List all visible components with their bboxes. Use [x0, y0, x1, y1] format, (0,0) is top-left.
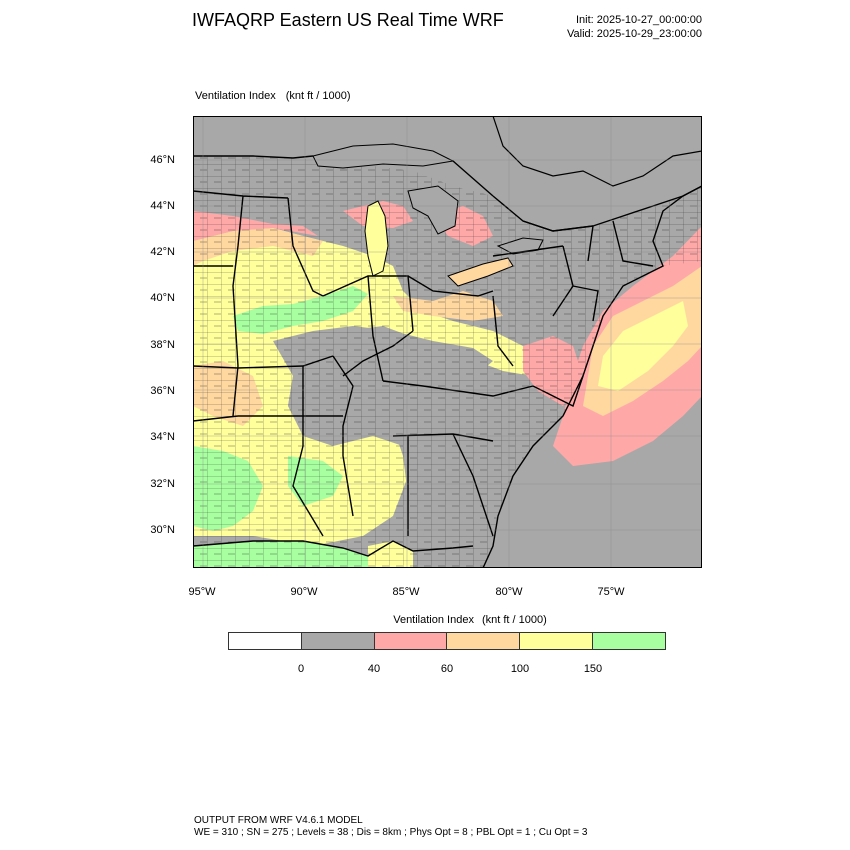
- lat-label-40: 40°N: [150, 292, 175, 304]
- lat-label-42: 42°N: [150, 246, 175, 258]
- colorbar-field-name: Ventilation Index: [393, 614, 474, 626]
- colorbar-segment: [374, 633, 448, 649]
- init-time: Init: 2025-10-27_00:00:00: [576, 14, 702, 26]
- lat-label-46: 46°N: [150, 154, 175, 166]
- lat-label-38: 38°N: [150, 339, 175, 351]
- colorbar: [228, 632, 666, 650]
- lat-label-30: 30°N: [150, 524, 175, 536]
- lon-label-80: 80°W: [495, 586, 523, 598]
- lat-label-36: 36°N: [150, 385, 175, 397]
- colorbar-segment: [447, 633, 521, 649]
- canada-border: [193, 155, 702, 232]
- graticule: [193, 116, 702, 568]
- colorbar-title: Ventilation Index (knt ft / 1000): [280, 614, 660, 626]
- coastline: [193, 185, 702, 568]
- lon-label-85: 85°W: [392, 586, 420, 598]
- colorbar-label-40: 40: [367, 663, 381, 675]
- lake-erie: [447, 257, 514, 287]
- colorbar-label-0: 0: [297, 663, 305, 675]
- state-boundaries: [193, 190, 654, 537]
- plot-field-units: (knt ft / 1000): [285, 90, 351, 102]
- canada-land: [193, 116, 702, 226]
- colorbar-label-100: 100: [510, 663, 530, 675]
- colorbar-segment: [301, 633, 375, 649]
- plot-field-label: Ventilation Index (knt ft / 1000): [195, 90, 351, 102]
- lat-label-32: 32°N: [150, 478, 175, 490]
- colorbar-label-60: 60: [440, 663, 454, 675]
- lat-label-34: 34°N: [150, 431, 175, 443]
- colorbar-segment: [229, 633, 302, 649]
- colorbar-units: (knt ft / 1000): [481, 614, 547, 626]
- lake-huron: [407, 185, 459, 235]
- lat-label-44: 44°N: [150, 200, 175, 212]
- plot-field-name: Ventilation Index: [195, 90, 276, 102]
- colorbar-segment: [520, 633, 594, 649]
- lon-label-90: 90°W: [290, 586, 318, 598]
- footer-line-1: OUTPUT FROM WRF V4.6.1 MODEL: [194, 815, 363, 826]
- colorbar-label-150: 150: [583, 663, 603, 675]
- ventilation-map: [193, 116, 702, 568]
- time-info: Init: 2025-10-27_00:00:00 Valid: 2025-10…: [567, 13, 702, 41]
- region-yellow-atlantic-inner: [598, 301, 688, 391]
- canada-coast: [492, 116, 702, 187]
- model-footer: OUTPUT FROM WRF V4.6.1 MODEL WE = 310 ; …: [194, 815, 587, 839]
- county-grid: [193, 156, 702, 568]
- colorbar-segment: [593, 633, 665, 649]
- lake-superior: [312, 143, 455, 169]
- lon-label-75: 75°W: [597, 586, 625, 598]
- valid-time: Valid: 2025-10-29_23:00:00: [567, 28, 702, 40]
- footer-line-2: WE = 310 ; SN = 275 ; Levels = 38 ; Dis …: [194, 827, 588, 838]
- lon-label-95: 95°W: [188, 586, 216, 598]
- page-title: IWFAQRP Eastern US Real Time WRF: [192, 10, 504, 30]
